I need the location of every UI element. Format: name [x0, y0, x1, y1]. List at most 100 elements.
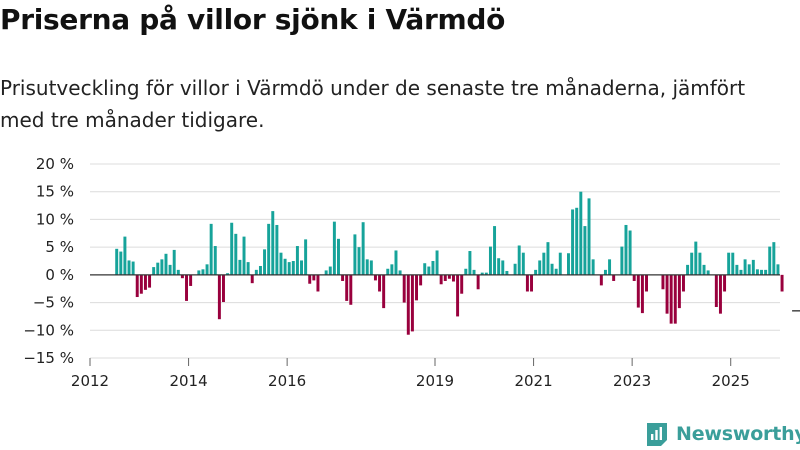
bar	[295, 246, 299, 275]
bar	[357, 247, 361, 275]
bar	[258, 265, 262, 275]
bar	[390, 264, 394, 275]
bar	[398, 270, 402, 275]
bar	[213, 246, 217, 275]
bar	[197, 270, 201, 275]
bar	[501, 260, 505, 275]
x-tick-label: 2019	[416, 372, 454, 390]
bar	[546, 242, 550, 275]
bar	[217, 274, 221, 320]
bar	[168, 264, 172, 275]
bar	[747, 264, 751, 275]
bar	[513, 263, 517, 275]
y-tick-label: 10 %	[36, 210, 74, 228]
bar	[279, 252, 283, 275]
bar	[283, 258, 287, 275]
x-tick-label: 2014	[169, 372, 207, 390]
y-tick-label: 15 %	[36, 183, 74, 201]
bar	[628, 230, 632, 275]
bar	[645, 274, 648, 292]
bar	[452, 274, 455, 282]
bar	[534, 269, 538, 275]
bar	[718, 274, 722, 314]
bar	[209, 223, 213, 275]
bar	[250, 274, 254, 284]
bar	[361, 222, 365, 275]
bar	[312, 274, 316, 281]
bar	[686, 264, 690, 275]
bar	[435, 250, 439, 275]
bar	[579, 191, 583, 275]
bar	[612, 274, 616, 281]
bar	[180, 274, 184, 279]
bar	[115, 248, 119, 275]
bar	[599, 274, 603, 286]
bar	[287, 262, 291, 275]
bar	[665, 274, 669, 314]
bar	[365, 259, 369, 275]
bar	[443, 274, 447, 281]
bar	[254, 269, 258, 275]
newsworthy-logo: Newsworthy	[644, 420, 800, 448]
bar	[620, 246, 624, 275]
bar	[525, 274, 529, 292]
bar	[603, 269, 607, 275]
bar	[394, 250, 398, 275]
bar	[624, 224, 628, 275]
bar	[488, 246, 492, 275]
bar	[341, 274, 345, 281]
bar	[226, 273, 230, 275]
bar	[772, 242, 776, 275]
bar	[275, 224, 279, 275]
bar	[723, 274, 727, 292]
bar	[690, 252, 694, 275]
bar	[456, 274, 460, 317]
bar	[402, 274, 406, 303]
y-tick-label: −10 %	[23, 321, 74, 339]
bar	[727, 252, 731, 275]
bar	[382, 274, 386, 309]
bar	[263, 249, 267, 275]
bar	[152, 267, 156, 275]
bar	[567, 253, 570, 275]
bar	[423, 263, 427, 275]
bar	[764, 269, 768, 275]
chart-title: Priserna på villor sjönk i Värmdö	[0, 3, 506, 36]
bar	[755, 269, 759, 275]
bar	[476, 274, 480, 290]
bar	[373, 274, 377, 281]
bar	[189, 274, 193, 286]
bar	[447, 274, 451, 279]
bar	[156, 262, 160, 275]
bar	[661, 274, 665, 290]
bar	[743, 259, 747, 275]
bar	[201, 269, 205, 275]
x-axis: 2012 2014 2016 2019 2021 2023 2025	[71, 274, 780, 390]
newsworthy-logo-icon	[647, 423, 667, 446]
bar	[324, 270, 328, 275]
bar	[328, 266, 332, 275]
annotations: −3 %	[790, 301, 800, 319]
bar	[517, 245, 521, 275]
bar	[780, 274, 784, 292]
bar	[119, 251, 123, 275]
bar	[242, 236, 246, 275]
bar	[185, 274, 188, 301]
bar	[271, 211, 275, 275]
bar	[172, 249, 176, 275]
bar	[640, 274, 644, 314]
bar	[308, 274, 312, 284]
bar	[571, 209, 575, 275]
bar	[230, 222, 234, 275]
y-axis-labels: 20 % 15 % 10 % 5 % 0 % −5 % −10 % −15 %	[23, 155, 74, 367]
bars	[115, 191, 784, 335]
gridlines	[90, 163, 780, 359]
bar	[768, 246, 772, 275]
bar	[304, 239, 308, 275]
bar	[739, 269, 743, 275]
y-tick-label: 20 %	[36, 155, 74, 173]
bar	[669, 274, 673, 324]
bar	[677, 274, 681, 309]
bar	[632, 274, 636, 281]
y-tick-label: −15 %	[23, 349, 74, 367]
